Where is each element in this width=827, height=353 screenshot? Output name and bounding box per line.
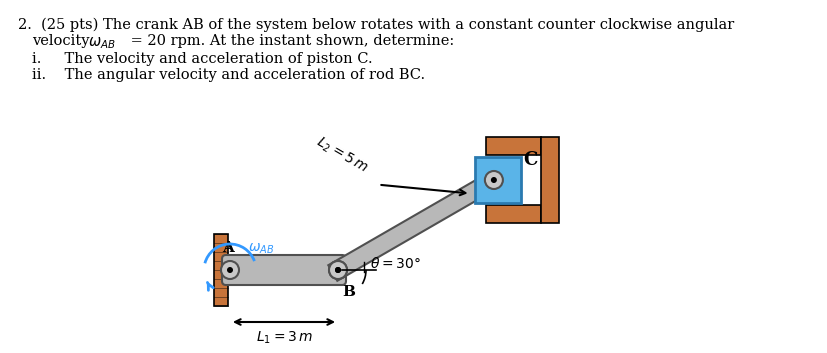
Circle shape (328, 261, 347, 279)
Bar (485, 137, 540, 155)
Text: 2.  (25 pts) The crank AB of the system below rotates with a constant counter cl: 2. (25 pts) The crank AB of the system b… (18, 18, 734, 32)
Text: A: A (222, 241, 234, 255)
Circle shape (335, 267, 341, 273)
Text: ii.    The angular velocity and acceleration of rod BC.: ii. The angular velocity and acceleratio… (32, 68, 424, 82)
Text: i.     The velocity and acceleration of piston C.: i. The velocity and acceleration of pist… (32, 52, 372, 66)
Circle shape (335, 267, 341, 273)
Text: $\omega_{AB}$: $\omega_{AB}$ (248, 242, 274, 256)
Polygon shape (328, 169, 503, 281)
Text: velocity: velocity (32, 34, 94, 48)
Text: C: C (523, 151, 537, 169)
Circle shape (328, 261, 347, 279)
Text: = 20 rpm. At the instant shown, determine:: = 20 rpm. At the instant shown, determin… (126, 34, 454, 48)
Circle shape (490, 177, 496, 183)
Text: $\theta = 30°$: $\theta = 30°$ (370, 256, 420, 271)
Circle shape (221, 261, 239, 279)
Bar (485, 205, 540, 223)
Bar (475, 157, 520, 203)
Text: $L_2 = 5\,m$: $L_2 = 5\,m$ (313, 134, 370, 177)
Text: $\omega_{AB}$: $\omega_{AB}$ (88, 35, 116, 51)
Bar (540, 137, 558, 223)
Bar (213, 234, 227, 306)
FancyBboxPatch shape (222, 255, 346, 285)
Text: B: B (342, 285, 355, 299)
Text: $L_1 = 3\,m$: $L_1 = 3\,m$ (256, 330, 312, 346)
Circle shape (485, 171, 502, 189)
Circle shape (227, 267, 232, 273)
